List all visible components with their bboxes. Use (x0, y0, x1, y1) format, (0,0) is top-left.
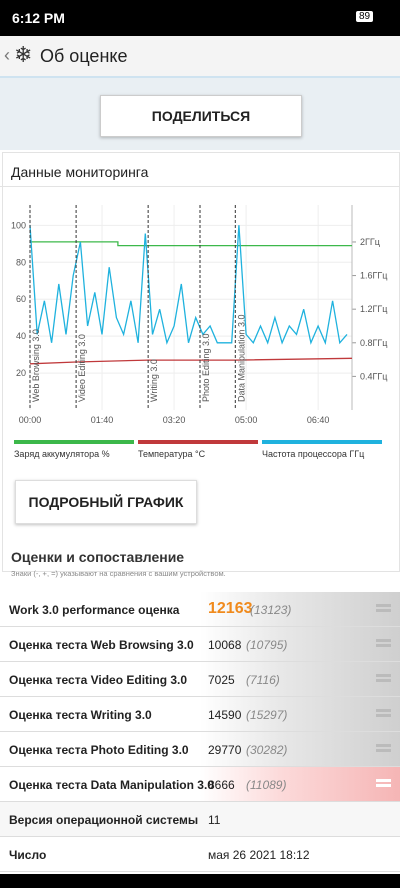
score-value: 14590 (208, 708, 242, 722)
logo: ❄ (14, 42, 33, 67)
score-name: Оценка теста Photo Editing 3.0 (9, 743, 189, 757)
legend-label: Заряд аккумулятора % (14, 449, 110, 459)
legend-label: Частота процессора ГГц (262, 449, 365, 459)
equal-icon (376, 714, 391, 717)
test-label: Photo Editing 3.0 (201, 333, 211, 402)
nav-bar (0, 874, 400, 888)
info-row: Версия операционной системы 11 (0, 802, 400, 837)
equal-icon (376, 744, 391, 747)
title: Об оценке (40, 46, 128, 66)
score-reference: (30282) (246, 743, 288, 757)
score-row: Work 3.0 performance оценка 12163 (13123) (0, 592, 400, 627)
info-name: Число (9, 848, 47, 862)
score-value: 8666 (208, 778, 235, 792)
legend-item: Заряд аккумулятора % (14, 440, 134, 459)
legend-swatch (14, 440, 134, 444)
equal-icon (376, 784, 391, 787)
score-name: Оценка теста Writing 3.0 (9, 708, 152, 722)
monitoring-title: Данные мониторинга (11, 164, 149, 180)
y2-tick-label: 0.8ГГц (360, 338, 387, 348)
equal-icon (376, 639, 391, 642)
legend-swatch (138, 440, 258, 444)
y-tick-label: 40 (16, 331, 26, 341)
score-value: 7025 (208, 673, 235, 687)
test-label: Data Manipulation 3.0 (236, 314, 246, 402)
chart: 20 40 60 80 100 0.4ГГц 0.8ГГц 1.2ГГц 1.6ГГц 2ГГц 0… (11, 205, 387, 425)
score-name: Оценка теста Web Browsing 3.0 (9, 638, 194, 652)
equal-icon (376, 604, 391, 607)
equal-icon (376, 609, 391, 612)
series-line (30, 241, 352, 247)
y2-tick-label: 0.4ГГц (360, 371, 387, 381)
scores-title: Оценки и сопоставление (11, 549, 185, 565)
equal-icon (376, 709, 391, 712)
info-name: Версия операционной системы (9, 813, 199, 827)
score-row: Оценка теста Writing 3.0 14590 (15297) (0, 697, 400, 732)
info-value: 11 (208, 813, 221, 827)
y-tick-label: 60 (16, 294, 26, 304)
score-name: Оценка теста Video Editing 3.0 (9, 673, 188, 687)
score-row: Оценка теста Photo Editing 3.0 29770 (3028… (0, 732, 400, 767)
back[interactable]: ‹ (4, 45, 10, 65)
x-tick-label: 06:40 (307, 415, 330, 425)
detail-button[interactable]: ПОДРОБНЫЙ ГРАФИК (15, 480, 197, 524)
series-line (29, 225, 348, 346)
equal-icon (376, 674, 391, 677)
divider (0, 186, 400, 187)
scores-note: Знаки (-, +, =) указывают на сравнения с… (11, 569, 226, 578)
share-button[interactable]: ПОДЕЛИТЬСЯ (100, 95, 302, 137)
test-label: Web Browsing 3.0 (31, 329, 41, 402)
equal-icon (376, 644, 391, 647)
time: 6:12 PM (12, 10, 65, 26)
test-label: Video Editing 3.0 (77, 334, 87, 402)
score-reference: (7116) (246, 673, 280, 687)
legend-item: Температура °С (138, 440, 258, 459)
y-tick-label: 100 (11, 220, 26, 230)
test-label: Writing 3.0 (149, 359, 159, 402)
score-row: Оценка теста Data Manipulation 3.0 8666 (1… (0, 767, 400, 802)
score-reference: (13123) (250, 603, 292, 617)
status-bar: 6:12 PM 89 (0, 0, 400, 36)
score-name: Оценка теста Data Manipulation 3.0 (9, 778, 214, 792)
y-tick-label: 80 (16, 257, 26, 267)
score-reference: (11089) (246, 778, 287, 792)
app-bar: ‹ ❄ Об оценке (0, 36, 400, 78)
x-tick-label: 03:20 (163, 415, 186, 425)
score-row: Оценка теста Video Editing 3.0 7025 (7116) (0, 662, 400, 697)
score-name: Work 3.0 performance оценка (9, 603, 180, 617)
score-value: 12163 (208, 600, 253, 617)
legend-item: Частота процессора ГГц (262, 440, 382, 459)
equal-icon (376, 679, 391, 682)
equal-icon (376, 779, 391, 782)
score-row: Оценка теста Web Browsing 3.0 10068 (10795… (0, 627, 400, 662)
x-tick-label: 05:00 (235, 415, 258, 425)
equal-icon (376, 749, 391, 752)
y-tick-label: 20 (16, 368, 26, 378)
legend-label: Температура °С (138, 449, 206, 459)
legend: Заряд аккумулятора % Температура °С Частот… (14, 440, 386, 464)
score-reference: (10795) (246, 638, 288, 652)
y2-tick-label: 2ГГц (360, 237, 380, 247)
score-value: 29770 (208, 743, 242, 757)
score-value: 10068 (208, 638, 242, 652)
battery: 89 (356, 11, 374, 22)
x-tick-label: 01:40 (91, 415, 114, 425)
legend-swatch (262, 440, 382, 444)
info-row: Число мая 26 2021 18:12 (0, 837, 400, 872)
x-tick-label: 00:00 (19, 415, 42, 425)
score-reference: (15297) (246, 708, 288, 722)
y2-tick-label: 1.6ГГц (360, 271, 387, 281)
y2-tick-label: 1.2ГГц (360, 304, 387, 314)
info-value: мая 26 2021 18:12 (208, 848, 310, 862)
